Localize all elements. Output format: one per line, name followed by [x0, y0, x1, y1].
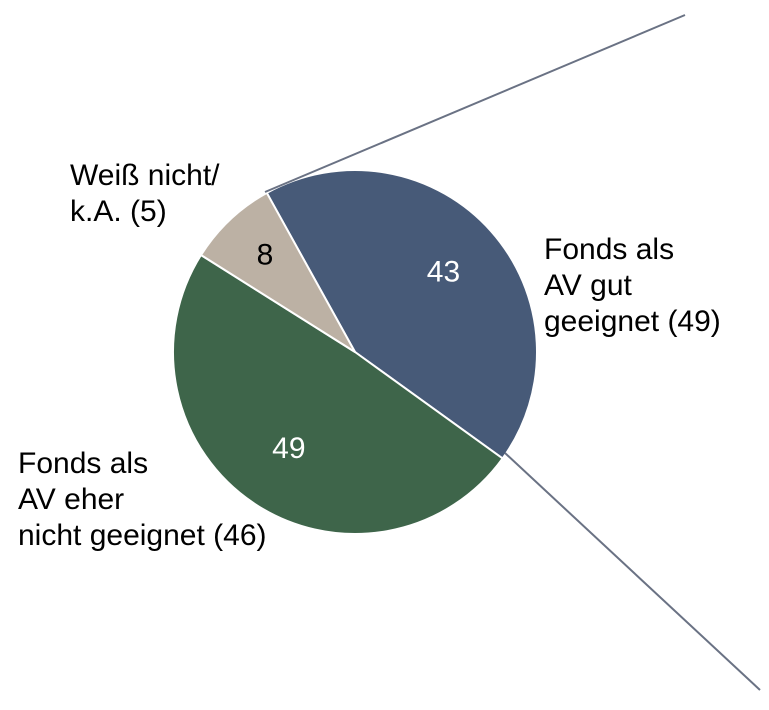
value-label: 43 [427, 255, 460, 288]
value-label: 49 [272, 432, 305, 465]
callout-line [264, 14, 686, 193]
callout-line [504, 452, 761, 691]
category-label: Weiß nicht/ k.A. (5) [70, 159, 220, 228]
pie-slice [199, 191, 356, 353]
pie-slice [172, 253, 505, 535]
pie-slice [265, 169, 538, 460]
value-label: 8 [257, 239, 274, 272]
category-label: Fonds als AV eher nicht geeignet (46) [18, 447, 267, 552]
category-label: Fonds als AV gut geeignet (49) [544, 233, 721, 338]
